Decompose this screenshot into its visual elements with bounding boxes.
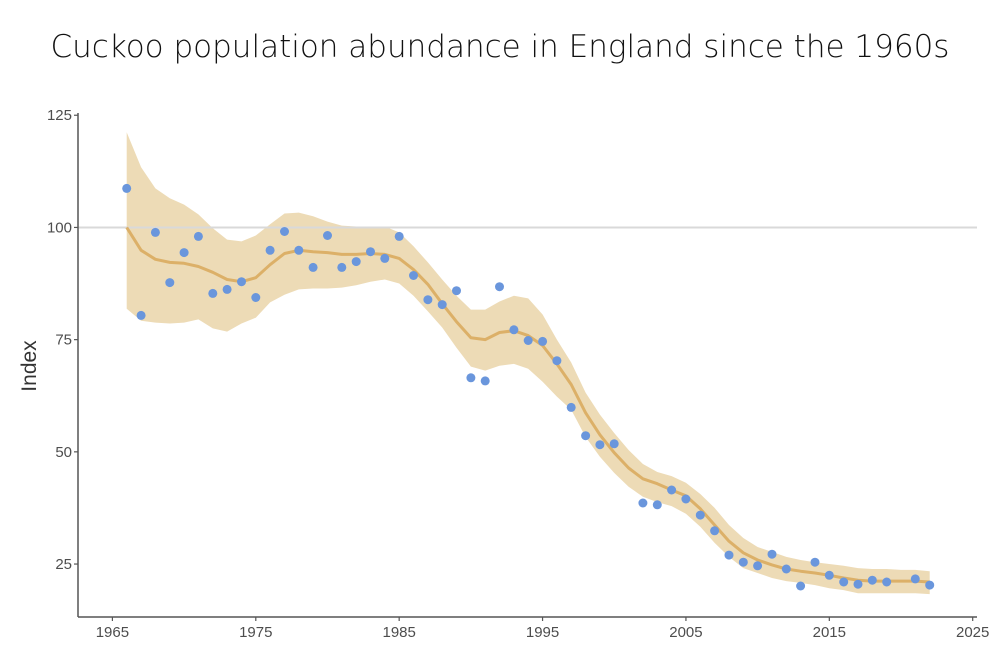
- chart-title: Cuckoo population abundance in England s…: [51, 29, 950, 65]
- data-point: [136, 310, 146, 320]
- data-point: [738, 557, 748, 567]
- y-tick-label: 50: [55, 444, 72, 461]
- data-point: [351, 257, 361, 267]
- data-point: [667, 485, 677, 495]
- data-point: [581, 431, 591, 441]
- x-tick-label: 1975: [239, 624, 272, 641]
- y-ticks: 25 50 75 100 125: [47, 107, 78, 573]
- y-tick-label: 75: [55, 332, 72, 349]
- data-point: [165, 278, 175, 288]
- data-point: [394, 231, 404, 241]
- data-point: [538, 336, 548, 346]
- data-point: [595, 440, 605, 450]
- y-tick-label: 125: [47, 107, 72, 124]
- data-point: [480, 376, 490, 386]
- data-point: [237, 277, 246, 287]
- data-point: [523, 336, 533, 345]
- data-point: [681, 494, 691, 504]
- data-point: [753, 561, 763, 571]
- data-point: [810, 557, 820, 567]
- y-axis-title: Index: [18, 340, 41, 392]
- confidence-band-layer: [126, 132, 930, 595]
- data-point: [452, 286, 461, 296]
- data-point: [280, 227, 289, 236]
- x-tick-label: 1985: [382, 624, 415, 641]
- data-point: [552, 356, 562, 366]
- data-point: [323, 231, 332, 240]
- data-point: [122, 183, 132, 193]
- data-point: [867, 575, 877, 585]
- confidence-band: [126, 132, 930, 595]
- trend-line: [125, 226, 930, 584]
- data-point: [251, 293, 261, 302]
- data-point: [910, 574, 920, 584]
- data-point: [380, 253, 390, 263]
- data-point: [466, 373, 476, 383]
- x-tick-label: 1995: [526, 624, 559, 641]
- data-point: [724, 550, 734, 560]
- x-ticks: 1965 1975 1985 1995 2005 2015 2025: [96, 617, 989, 641]
- trend-line-layer: [125, 226, 930, 584]
- data-point: [695, 510, 705, 520]
- data-point: [509, 325, 519, 335]
- data-point: [265, 245, 275, 255]
- data-point: [437, 300, 447, 310]
- x-tick-label: 2005: [669, 624, 702, 641]
- x-tick-label: 1965: [96, 624, 129, 641]
- data-point: [882, 577, 892, 587]
- data-point: [179, 248, 189, 258]
- data-point: [423, 295, 433, 305]
- data-point: [710, 526, 720, 536]
- data-point: [495, 282, 504, 292]
- data-point: [781, 564, 791, 574]
- data-point: [566, 402, 576, 412]
- data-point: [767, 549, 777, 559]
- data-point: [638, 498, 648, 508]
- data-point: [609, 439, 619, 449]
- data-point: [337, 262, 347, 272]
- x-tick-label: 2015: [813, 624, 846, 641]
- data-points-layer: [122, 183, 935, 591]
- y-tick-label: 100: [47, 219, 72, 236]
- data-point: [925, 580, 935, 590]
- data-point: [222, 284, 232, 294]
- data-point: [294, 245, 304, 255]
- data-point: [853, 579, 863, 589]
- data-point: [150, 227, 160, 237]
- data-point: [824, 570, 834, 580]
- data-point: [409, 271, 418, 280]
- data-point: [366, 247, 375, 257]
- data-point: [796, 581, 806, 591]
- data-point: [308, 262, 318, 272]
- data-point: [652, 500, 662, 510]
- data-point: [208, 288, 218, 298]
- y-tick-label: 25: [55, 556, 72, 573]
- data-point: [193, 231, 203, 241]
- data-point: [839, 577, 849, 587]
- x-tick-label: 2025: [956, 624, 989, 641]
